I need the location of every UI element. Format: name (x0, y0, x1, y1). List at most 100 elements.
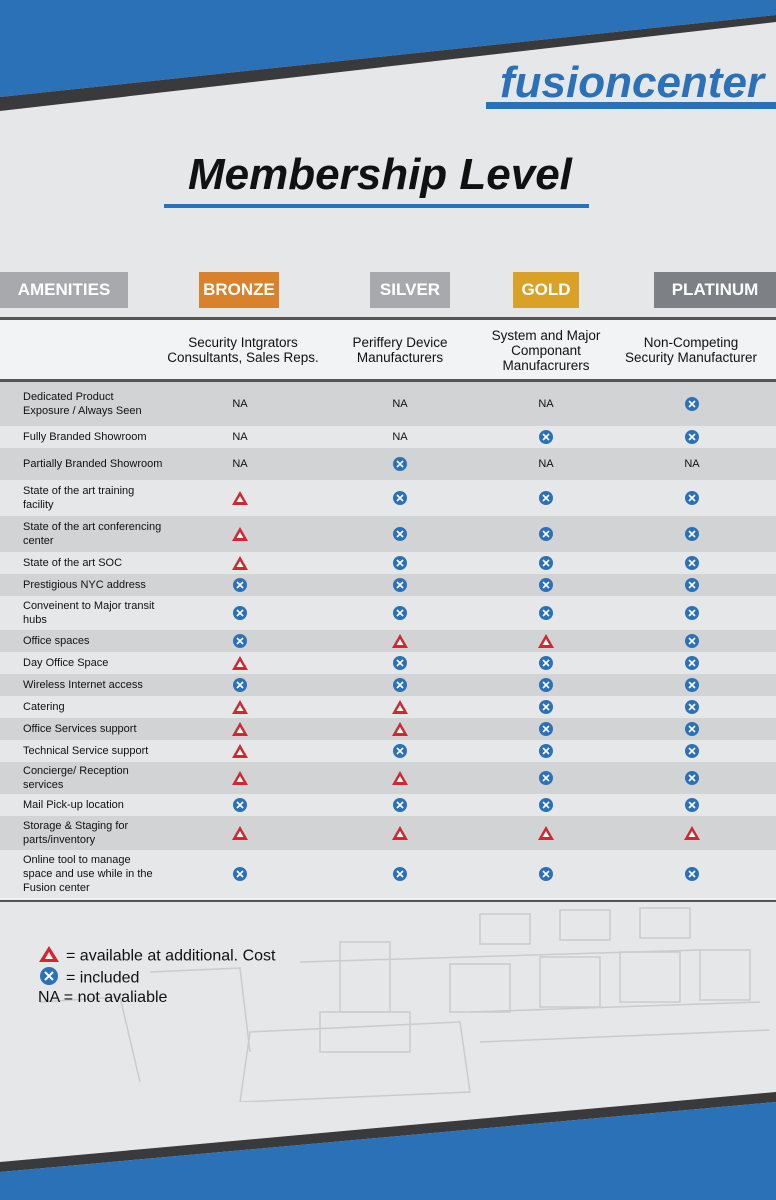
amenity-label: Wireless Internet access (23, 679, 143, 691)
blue-x-circle-icon (662, 652, 722, 674)
na-cell: NA (392, 431, 408, 443)
table-row: Office Services support (0, 718, 776, 741)
legend-included: = included (38, 966, 139, 991)
description-bronze: Security Intgrators Consultants, Sales R… (167, 335, 319, 365)
red-triangle-icon (210, 516, 270, 552)
blue-x-circle-icon (516, 596, 576, 630)
table-row: Online tool to manage space and use whil… (0, 850, 776, 899)
blue-x-circle-icon (662, 382, 722, 426)
blue-x-circle-icon (370, 448, 430, 480)
amenity-label: Online tool to manage space and use whil… (23, 854, 153, 894)
blue-x-circle-icon (210, 794, 270, 816)
table-row: Mail Pick-up location (0, 794, 776, 817)
table-row: Concierge/ Reception services (0, 762, 776, 795)
table-row: Office spaces (0, 630, 776, 653)
amenity-label: Storage & Staging for parts/inventory (23, 820, 129, 846)
amenity-label: State of the art SOC (23, 557, 123, 569)
blue-x-circle-icon (662, 718, 722, 740)
divider-middle (0, 379, 776, 382)
red-triangle-icon (516, 630, 576, 652)
blue-x-circle-icon (210, 574, 270, 596)
amenity-label: Dedicated Product Exposure / Always Seen (23, 391, 142, 417)
amenity-label: Office spaces (23, 635, 90, 647)
red-triangle-icon (370, 816, 430, 850)
amenity-label: Conveinent to Major transit hubs (23, 600, 155, 626)
table-row: State of the art training facility (0, 480, 776, 517)
brand-underline (486, 102, 776, 109)
blue-x-circle-icon (370, 574, 430, 596)
red-triangle-icon (210, 552, 270, 574)
table-row: Day Office Space (0, 652, 776, 675)
blue-x-circle-icon (210, 630, 270, 652)
description-gold: System and Major Componant Manufacrurers (491, 327, 601, 373)
amenity-label: State of the art training facility (23, 485, 135, 511)
blue-x-circle-icon (662, 480, 722, 516)
blue-x-circle-icon (370, 652, 430, 674)
na-cell: NA (232, 398, 248, 410)
blue-x-circle-icon (662, 674, 722, 696)
blue-x-circle-icon (516, 696, 576, 718)
table-row: Dedicated Product Exposure / Always Seen… (0, 382, 776, 427)
table-row: Wireless Internet access (0, 674, 776, 697)
red-triangle-icon (210, 652, 270, 674)
classroom-sketch-illustration (39, 907, 771, 1102)
blue-x-circle-icon (516, 552, 576, 574)
blue-x-circle-icon (662, 696, 722, 718)
blue-x-circle-icon (210, 596, 270, 630)
blue-x-circle-icon (662, 574, 722, 596)
table-row: Conveinent to Major transit hubs (0, 596, 776, 631)
blue-x-circle-icon (516, 652, 576, 674)
red-triangle-icon (210, 762, 270, 794)
blue-x-circle-icon (370, 794, 430, 816)
table-row: Partially Branded Showroom NA NA NA (0, 448, 776, 481)
blue-x-circle-icon (370, 740, 430, 762)
blue-x-circle-icon (662, 630, 722, 652)
table-row: Technical Service support (0, 740, 776, 763)
table-row: State of the art conferencing center (0, 516, 776, 553)
red-triangle-icon (370, 630, 430, 652)
blue-x-circle-icon (516, 762, 576, 794)
amenities-table: Dedicated Product Exposure / Always Seen… (0, 382, 776, 900)
blue-x-circle-icon (662, 426, 722, 448)
blue-x-circle-icon (370, 516, 430, 552)
na-cell: NA (232, 458, 248, 470)
blue-x-circle-icon (662, 516, 722, 552)
legend-na: NA = not avaliable (38, 989, 167, 1007)
amenity-label: Partially Branded Showroom (23, 458, 163, 470)
table-row: State of the art SOC (0, 552, 776, 575)
header-platinum: PLATINUM (654, 272, 776, 308)
blue-x-circle-icon (516, 674, 576, 696)
header-gold: GOLD (513, 272, 579, 308)
blue-x-circle-icon (516, 850, 576, 898)
na-cell: NA (392, 398, 408, 410)
na-cell: NA (538, 458, 554, 470)
divider-top (0, 317, 776, 320)
na-cell: NA (232, 431, 248, 443)
blue-x-circle-icon (662, 740, 722, 762)
blue-x-circle-icon (516, 516, 576, 552)
blue-x-circle-icon (516, 480, 576, 516)
legend-na-text: NA = not avaliable (38, 989, 168, 1006)
red-triangle-icon (38, 945, 60, 968)
amenity-label: Mail Pick-up location (23, 799, 124, 811)
red-triangle-icon (370, 696, 430, 718)
amenity-label: Fully Branded Showroom (23, 431, 147, 443)
blue-x-circle-icon (662, 762, 722, 794)
legend-cost-text: = available at additional. Cost (66, 947, 276, 965)
red-triangle-icon (370, 718, 430, 740)
blue-x-circle-icon (370, 850, 430, 898)
description-platinum: Non-Competing Security Manufacturer (624, 335, 758, 365)
page-title: Membership Level (188, 150, 572, 199)
blue-x-circle-icon (516, 740, 576, 762)
description-band (0, 320, 776, 380)
blue-x-circle-icon (662, 850, 722, 898)
blue-x-circle-icon (516, 574, 576, 596)
description-silver: Periffery Device Manufacturers (352, 335, 448, 365)
brand-logo: fusioncenter (500, 58, 765, 107)
table-row: Fully Branded Showroom NA NA (0, 426, 776, 449)
header-amenities: AMENITIES (0, 272, 128, 308)
table-row: Catering (0, 696, 776, 719)
amenity-label: Concierge/ Reception services (23, 765, 129, 791)
blue-x-circle-icon (516, 426, 576, 448)
top-banner (0, 0, 776, 111)
